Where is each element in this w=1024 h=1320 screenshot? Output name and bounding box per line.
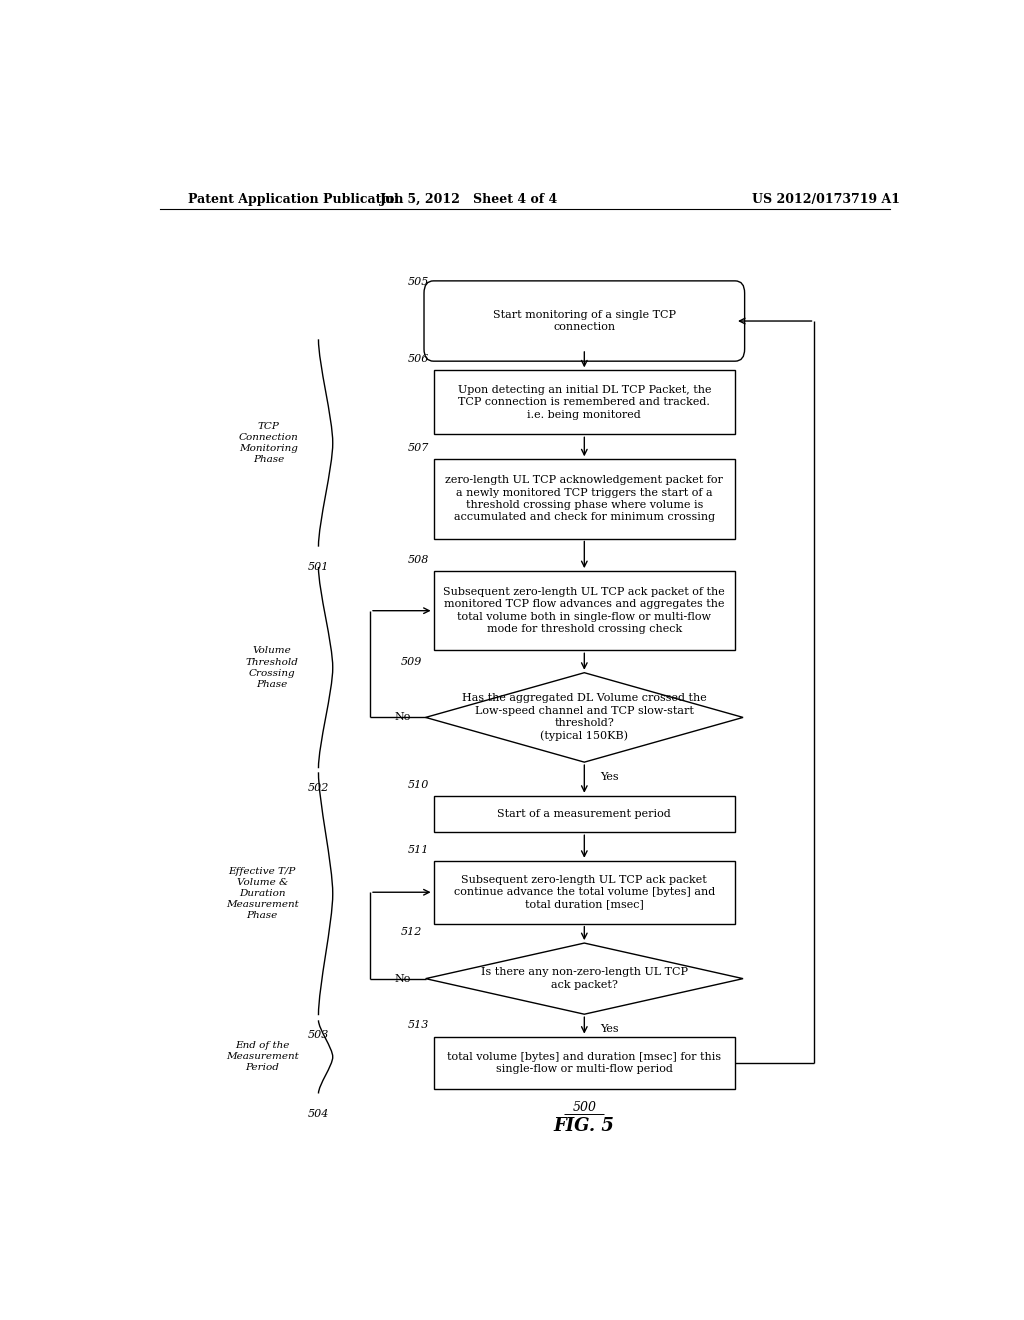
Text: Volume
Threshold
Crossing
Phase: Volume Threshold Crossing Phase — [246, 647, 299, 689]
Text: 507: 507 — [409, 444, 430, 453]
Bar — [433, 459, 735, 539]
Bar — [433, 796, 735, 833]
Text: Has the aggregated DL Volume crossed the
Low-speed channel and TCP slow-start
th: Has the aggregated DL Volume crossed the… — [462, 693, 707, 742]
Text: End of the
Measurement
Period: End of the Measurement Period — [226, 1041, 299, 1072]
Text: Subsequent zero-length UL TCP ack packet
continue advance the total volume [byte: Subsequent zero-length UL TCP ack packet… — [454, 875, 715, 909]
Text: Jul. 5, 2012   Sheet 4 of 4: Jul. 5, 2012 Sheet 4 of 4 — [380, 193, 558, 206]
Text: Subsequent zero-length UL TCP ack packet of the
monitored TCP flow advances and : Subsequent zero-length UL TCP ack packet… — [443, 587, 725, 635]
Text: TCP
Connection
Monitoring
Phase: TCP Connection Monitoring Phase — [239, 422, 299, 465]
Text: US 2012/0173719 A1: US 2012/0173719 A1 — [753, 193, 900, 206]
Text: 512: 512 — [400, 927, 422, 937]
Text: Patent Application Publication: Patent Application Publication — [187, 193, 403, 206]
Text: 510: 510 — [409, 780, 430, 789]
Bar — [433, 572, 735, 651]
Text: 501: 501 — [308, 562, 329, 572]
Text: FIG. 5: FIG. 5 — [554, 1117, 614, 1135]
Polygon shape — [426, 673, 743, 762]
Text: zero-length UL TCP acknowledgement packet for
a newly monitored TCP triggers the: zero-length UL TCP acknowledgement packe… — [445, 475, 723, 523]
Text: Is there any non-zero-length UL TCP
ack packet?: Is there any non-zero-length UL TCP ack … — [481, 968, 688, 990]
Bar — [433, 1036, 735, 1089]
FancyBboxPatch shape — [424, 281, 744, 362]
Text: total volume [bytes] and duration [msec] for this
single-flow or multi-flow peri: total volume [bytes] and duration [msec]… — [447, 1052, 721, 1074]
Text: 508: 508 — [409, 554, 430, 565]
Text: Upon detecting an initial DL TCP Packet, the
TCP connection is remembered and tr: Upon detecting an initial DL TCP Packet,… — [458, 385, 711, 420]
Text: No: No — [395, 974, 412, 983]
Text: Effective T/P
Volume &
Duration
Measurement
Phase: Effective T/P Volume & Duration Measurem… — [226, 867, 299, 920]
Text: 502: 502 — [308, 784, 329, 793]
Text: 511: 511 — [409, 845, 430, 854]
Text: 506: 506 — [409, 354, 430, 364]
Text: 504: 504 — [308, 1109, 329, 1119]
Text: 500: 500 — [572, 1101, 596, 1114]
Text: 513: 513 — [409, 1020, 430, 1031]
Text: Yes: Yes — [600, 772, 618, 783]
Text: Yes: Yes — [600, 1024, 618, 1035]
Polygon shape — [426, 942, 743, 1014]
Bar — [433, 371, 735, 434]
Bar — [433, 861, 735, 924]
Text: Start of a measurement period: Start of a measurement period — [498, 809, 671, 818]
Text: Start monitoring of a single TCP
connection: Start monitoring of a single TCP connect… — [493, 310, 676, 333]
Text: 505: 505 — [409, 277, 430, 286]
Text: 503: 503 — [308, 1031, 329, 1040]
Text: 509: 509 — [400, 656, 422, 667]
Text: No: No — [395, 713, 412, 722]
